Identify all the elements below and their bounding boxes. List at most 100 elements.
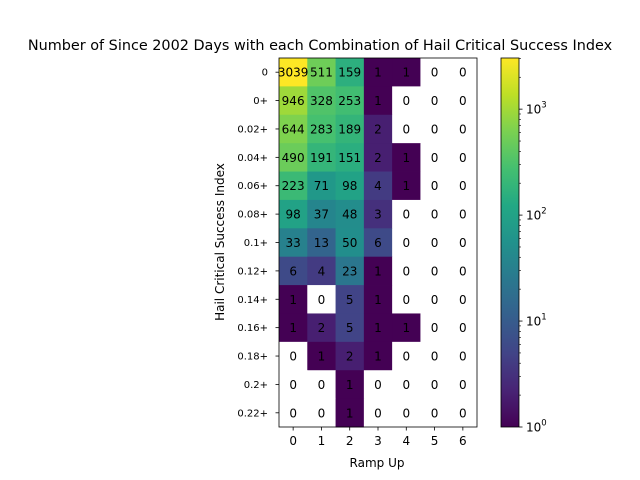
heatmap-cell — [392, 199, 421, 229]
cell-value: 1 — [402, 179, 410, 193]
cell-value: 1 — [374, 94, 382, 108]
cell-value: 0 — [459, 378, 467, 392]
colorbar-tick-label: 100 — [526, 419, 547, 435]
heatmap-cell — [420, 199, 450, 229]
cell-value: 5 — [346, 321, 354, 335]
x-tick-label: 1 — [318, 434, 326, 448]
cell-value: 2 — [318, 321, 326, 335]
x-axis: 0 1 2 3 4 5 6 — [289, 427, 467, 448]
heatmap-cell — [279, 86, 308, 116]
cell-value: 1 — [374, 66, 382, 80]
heatmap-cell — [279, 58, 308, 87]
heatmap-cell — [448, 228, 478, 258]
y-tick-label: 0.16+ — [237, 323, 268, 334]
colorbar-tick-label: 103 — [526, 101, 547, 117]
colorbar-gradient — [500, 57, 520, 428]
heatmap-cell — [335, 58, 365, 87]
heatmap-cell — [307, 86, 336, 116]
heatmap-cell — [279, 114, 308, 144]
cell-value: 0 — [431, 94, 439, 108]
cell-value: 0 — [402, 122, 410, 136]
cell-value: 3039 — [278, 66, 309, 80]
cell-value: 3 — [374, 208, 382, 222]
heatmap-cell — [307, 114, 336, 144]
y-axis-label: Hail Critical Success Index — [213, 163, 227, 321]
heatmap-cell — [363, 285, 393, 314]
y-tick-label: 0.08+ — [237, 210, 268, 221]
heatmap-cell — [420, 171, 450, 201]
cell-value: 0 — [459, 321, 467, 335]
y-axis: 0 0+ 0.02+ 0.04+ 0.06+ 0.08+ 0.1+ 0.12+ 0.14+ 0.1… — [237, 68, 279, 419]
cell-value: 1 — [318, 350, 326, 364]
cell-value: 1 — [346, 378, 354, 392]
heatmap-cell — [307, 199, 336, 229]
cell-value: 71 — [314, 179, 329, 193]
heatmap-cell — [392, 58, 421, 87]
y-tick-label: 0.1+ — [244, 238, 268, 249]
cell-value: 0 — [431, 321, 439, 335]
cell-value: 0 — [402, 406, 410, 420]
cell-value: 23 — [342, 264, 357, 278]
heatmap-cell — [392, 228, 421, 258]
heatmap-cell — [420, 370, 450, 400]
cell-value: 0 — [459, 94, 467, 108]
cell-value: 1 — [402, 321, 410, 335]
cell-value: 1 — [374, 264, 382, 278]
heatmap-cell — [279, 398, 308, 428]
heatmap-cell — [392, 86, 421, 116]
cell-value: 33 — [285, 236, 300, 250]
heatmap-cell — [392, 313, 421, 343]
cell-value: 0 — [431, 151, 439, 165]
y-tick-label: 0 — [262, 68, 268, 79]
y-tick-label: 0.12+ — [237, 266, 268, 277]
heatmap-cell — [307, 341, 336, 371]
cell-value: 0 — [431, 350, 439, 364]
cell-value: 0 — [402, 236, 410, 250]
heatmap-cell — [335, 143, 365, 172]
cell-value: 0 — [431, 293, 439, 307]
heatmap-cell — [335, 313, 365, 343]
cell-value: 223 — [282, 179, 305, 193]
chart-title: Number of Since 2002 Days with each Comb… — [28, 38, 613, 54]
heatmap-cell — [363, 398, 393, 428]
y-tick-label: 0.2+ — [244, 380, 268, 391]
cell-value: 4 — [374, 179, 382, 193]
heatmap-cell — [420, 398, 450, 428]
heatmap-cell — [335, 370, 365, 400]
cell-value: 4 — [318, 264, 326, 278]
heatmap-cell — [392, 171, 421, 201]
cell-value: 0 — [402, 350, 410, 364]
heatmap-cell — [307, 370, 336, 400]
cell-value: 1 — [346, 406, 354, 420]
cell-value: 253 — [338, 94, 361, 108]
cell-value: 50 — [342, 236, 357, 250]
cell-value: 0 — [459, 179, 467, 193]
heatmap-cell — [279, 285, 308, 314]
x-tick-label: 3 — [374, 434, 382, 448]
heatmap-cell — [363, 341, 393, 371]
heatmap-cell — [420, 341, 450, 371]
heatmap-cell — [420, 86, 450, 116]
cell-value: 0 — [459, 66, 467, 80]
heatmap-cell — [279, 171, 308, 201]
cell-value: 5 — [346, 293, 354, 307]
y-tick-label: 0.04+ — [237, 153, 268, 164]
heatmap-cell — [392, 256, 421, 286]
cell-value: 0 — [402, 378, 410, 392]
heatmap-cell — [392, 341, 421, 371]
heatmap-cell — [279, 370, 308, 400]
colorbar-tick-label: 101 — [526, 313, 547, 329]
cell-value: 0 — [318, 293, 326, 307]
heatmap-cell — [448, 199, 478, 229]
cell-value: 1 — [374, 293, 382, 307]
heatmap-cell — [335, 114, 365, 144]
y-tick-label: 0+ — [253, 96, 268, 107]
heatmap-cell — [363, 171, 393, 201]
cell-value: 0 — [318, 406, 326, 420]
heatmap-cell — [420, 256, 450, 286]
cell-value: 6 — [289, 264, 297, 278]
cell-value: 490 — [282, 151, 305, 165]
heatmap-cell — [279, 143, 308, 172]
cell-value: 1 — [374, 321, 382, 335]
